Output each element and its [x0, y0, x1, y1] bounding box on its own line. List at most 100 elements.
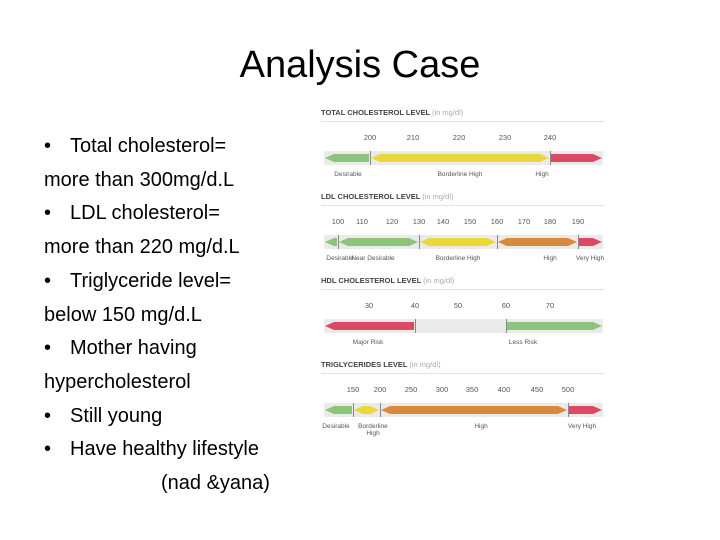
bullet-marker: •: [44, 404, 52, 427]
chart-section: LDL CHOLESTEROL LEVEL (in mg/dl) 100 110 12…: [318, 192, 608, 272]
cholesterol-level-charts: TOTAL CHOLESTEROL LEVEL (in mg/dl) 200 210…: [318, 104, 608, 444]
level-segment: [551, 154, 602, 162]
tick-label: 220: [452, 133, 466, 142]
level-segment: [498, 238, 577, 246]
bullet-text: more than 220 mg/d.L: [44, 236, 240, 259]
tick-label: 190: [571, 217, 585, 226]
chart-title-text: TOTAL CHOLESTEROL LEVEL: [321, 108, 432, 117]
range-divider: [497, 235, 498, 249]
bullet-line: below 150 mg/d.L: [44, 299, 304, 333]
bullet-line: more than 220 mg/d.L: [44, 231, 304, 265]
tick-label: 100: [331, 217, 345, 226]
category-label: High: [474, 423, 488, 430]
tick-label: 200: [363, 133, 377, 142]
range-divider: [506, 319, 507, 333]
range-divider: [568, 403, 569, 417]
tick-label: 130: [412, 217, 426, 226]
tick-label: 400: [497, 385, 511, 394]
tick-label: 40: [410, 301, 420, 310]
bullet-text: LDL cholesterol=: [70, 202, 220, 225]
chart-title-text: TRIGLYCERIDES LEVEL: [321, 360, 410, 369]
bullet-marker: •: [44, 135, 52, 157]
bullet-text: more than 300mg/d.L: [44, 168, 235, 191]
bullet-marker: •: [44, 438, 52, 461]
category-label: Borderline High: [358, 423, 388, 437]
level-segment: [569, 406, 602, 414]
range-divider: [415, 319, 416, 333]
tick-label: 240: [543, 133, 557, 142]
chart-unit-text: (in mg/dl): [422, 192, 454, 201]
chart-title: HDL CHOLESTEROL LEVEL (in mg/dl): [321, 276, 454, 285]
chart-section: TRIGLYCERIDES LEVEL (in mg/dl) 150 200 250 3…: [318, 360, 608, 440]
chart-title: LDL CHOLESTEROL LEVEL (in mg/dl): [321, 192, 454, 201]
category-label: Borderline High: [435, 255, 481, 262]
bullet-text: hypercholesterol: [44, 370, 191, 393]
tick-label: 210: [406, 133, 420, 142]
category-label: Very High: [575, 255, 605, 262]
section-rule: [321, 289, 605, 290]
level-segment: [579, 238, 602, 246]
category-label: Near Desirable: [351, 255, 395, 262]
bullet-line: • LDL cholesterol=: [44, 197, 304, 231]
bullet-line: • Triglyceride level=: [44, 265, 304, 299]
tick-label: 230: [498, 133, 512, 142]
bullet-line: more than 300mg/d.L: [44, 164, 304, 198]
category-label: Borderline High: [437, 171, 483, 178]
tick-label: 50: [453, 301, 463, 310]
range-divider: [419, 235, 420, 249]
tick-label: 500: [561, 385, 575, 394]
level-segment: [354, 406, 379, 414]
range-divider: [370, 151, 371, 165]
level-segment: [381, 406, 567, 414]
section-rule: [321, 121, 605, 122]
level-segment: [507, 322, 602, 330]
chart-section: HDL CHOLESTEROL LEVEL (in mg/dl) 30 40 50 60…: [318, 276, 608, 356]
tick-label: 200: [373, 385, 387, 394]
level-track: [324, 151, 603, 165]
chart-unit-text: (in mg/dl): [431, 108, 464, 117]
range-divider: [578, 235, 579, 249]
level-segment: [325, 238, 337, 246]
tick-label: 150: [346, 385, 360, 394]
tick-label: 60: [501, 301, 511, 310]
chart-section: TOTAL CHOLESTEROL LEVEL (in mg/dl) 200 210…: [318, 108, 608, 188]
bullet-marker: •: [44, 269, 52, 292]
tick-label: 70: [545, 301, 555, 310]
bullet-list: • Total cholesterol= more than 300mg/d.L …: [44, 130, 304, 501]
level-segment: [420, 238, 496, 246]
level-track: [324, 235, 603, 249]
bullet-text: Total cholesterol=: [70, 135, 227, 157]
tick-label: 170: [517, 217, 531, 226]
tick-label: 150: [463, 217, 477, 226]
tick-label: 300: [435, 385, 449, 394]
bullet-text: Mother having: [70, 337, 197, 360]
level-segment: [325, 406, 352, 414]
bullet-marker: •: [44, 337, 52, 360]
bullet-line: • Total cholesterol=: [44, 130, 304, 164]
category-label: Desirable: [326, 255, 354, 262]
range-divider: [338, 235, 339, 249]
category-label: Very High: [567, 423, 597, 430]
bullet-line: • Have healthy lifestyle: [44, 433, 304, 467]
level-segment: [339, 238, 418, 246]
bullet-marker: •: [44, 202, 52, 225]
bullet-text: below 150 mg/d.L: [44, 303, 202, 326]
bullet-line: • Mother having: [44, 332, 304, 366]
category-label: High: [543, 255, 557, 262]
tick-label: 180: [543, 217, 557, 226]
bullet-line: hypercholesterol: [44, 366, 304, 400]
level-segment: [325, 154, 369, 162]
category-label: Desirable: [322, 423, 350, 430]
chart-title-text: HDL CHOLESTEROL LEVEL: [321, 276, 424, 285]
tick-label: 350: [465, 385, 479, 394]
chart-title-text: LDL CHOLESTEROL LEVEL: [321, 192, 423, 201]
chart-unit-text: (in mg/dl): [423, 276, 455, 285]
tick-label: 30: [364, 301, 374, 310]
level-segment: [325, 322, 414, 330]
bullet-text: Have healthy lifestyle: [70, 438, 259, 461]
section-rule: [321, 373, 605, 374]
tick-label: 120: [385, 217, 399, 226]
range-divider: [380, 403, 381, 417]
category-label: Major Risk: [352, 339, 384, 346]
tick-label: 160: [490, 217, 504, 226]
